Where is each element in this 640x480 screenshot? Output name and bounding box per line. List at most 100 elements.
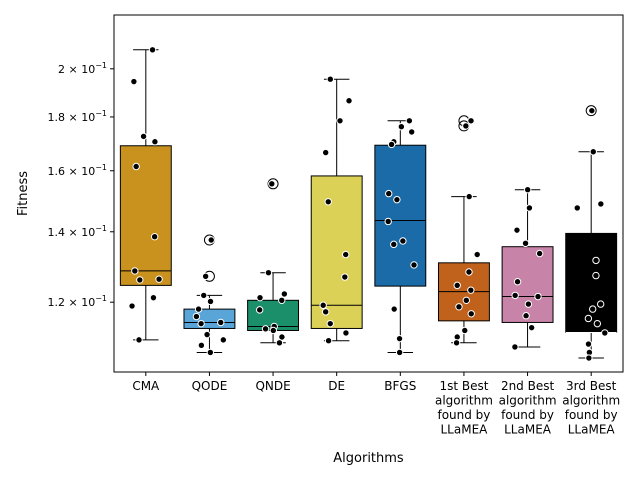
data-point	[597, 200, 605, 208]
data-point	[462, 122, 470, 130]
data-point	[132, 162, 140, 171]
data-point	[584, 314, 593, 323]
data-point	[410, 261, 418, 269]
data-point	[399, 237, 407, 245]
x-tick-label: DE	[328, 379, 345, 393]
x-tick-label: CMA	[132, 379, 160, 393]
data-point	[148, 46, 157, 54]
y-tick-label: 2 × 10−1	[58, 61, 107, 76]
data-point	[524, 300, 533, 308]
data-point	[461, 326, 469, 335]
data-point	[527, 323, 536, 332]
data-point	[192, 312, 201, 321]
data-point	[601, 329, 609, 337]
data-point	[525, 204, 534, 212]
data-point	[139, 132, 148, 141]
data-point	[467, 310, 475, 318]
data-point	[452, 339, 461, 347]
data-point	[465, 268, 473, 276]
data-point	[207, 236, 215, 244]
data-point	[197, 319, 205, 328]
box-group	[437, 115, 490, 344]
data-point	[462, 296, 471, 305]
data-point	[269, 326, 278, 335]
data-point	[455, 303, 463, 311]
x-tick-label: 3rd Best algorithm found by LLaMEA	[562, 379, 620, 437]
data-point	[596, 300, 605, 308]
data-point	[395, 348, 404, 357]
data-point	[592, 256, 600, 265]
data-point	[513, 278, 522, 286]
data-point	[197, 341, 206, 349]
box-iqr	[565, 232, 618, 334]
data-point	[264, 269, 273, 277]
data-point	[341, 273, 349, 281]
y-axis: 1.2 × 10−1 1.4 × 10−1 1.6 × 10−1 1.8 × 10−1…	[48, 61, 114, 309]
data-point	[405, 117, 414, 125]
x-tick-label: QODE	[192, 379, 228, 393]
data-point	[256, 293, 264, 302]
y-tick-label: 1.2 × 10−1	[48, 294, 108, 309]
data-point	[324, 198, 332, 206]
data-point	[200, 291, 208, 300]
data-point	[194, 305, 203, 313]
box-group	[119, 49, 172, 341]
box-iqr	[183, 308, 236, 329]
data-point	[593, 319, 602, 328]
data-point	[584, 340, 593, 348]
data-point	[261, 325, 270, 333]
data-point	[206, 348, 215, 357]
data-point	[135, 336, 143, 344]
outlier-marker	[267, 178, 279, 190]
box-iqr	[119, 145, 172, 286]
data-point	[342, 250, 350, 259]
data-point	[326, 319, 334, 328]
data-point	[511, 343, 519, 351]
y-axis-label: Fitness	[16, 171, 31, 216]
data-point	[585, 354, 593, 362]
y-tick-label: 1.8 × 10−1	[48, 109, 108, 124]
data-point	[206, 297, 215, 306]
data-point	[150, 232, 159, 241]
data-point	[387, 140, 396, 149]
data-point	[589, 148, 597, 156]
x-axis-label: Algorithms	[333, 451, 404, 466]
data-point	[534, 292, 542, 301]
x-tick-label: 1st Best algorithm found by LLaMEA	[435, 379, 493, 437]
data-point	[155, 275, 163, 283]
points-layer	[128, 46, 609, 362]
data-point	[522, 312, 530, 320]
data-point	[393, 195, 401, 204]
y-tick-label: 1.6 × 10−1	[48, 163, 108, 178]
box-group	[374, 120, 427, 353]
data-point	[149, 293, 158, 302]
data-point	[523, 186, 532, 194]
box-iqr	[310, 175, 363, 329]
data-point	[385, 189, 393, 198]
data-point	[151, 138, 159, 146]
data-point	[128, 302, 136, 310]
data-point	[467, 286, 475, 294]
data-point	[384, 217, 392, 226]
data-point	[280, 290, 289, 298]
x-tick-label: 2nd Best algorithm found by LLaMEA	[499, 379, 557, 437]
x-tick-label: BFGS	[384, 379, 416, 393]
data-point	[268, 180, 276, 188]
box-iqr	[501, 246, 554, 323]
data-point	[256, 306, 264, 314]
data-point	[397, 123, 406, 131]
data-point	[573, 204, 581, 212]
plot-area-frame	[113, 14, 624, 373]
box-group	[247, 178, 300, 344]
data-point	[513, 226, 521, 234]
data-point	[521, 239, 530, 248]
data-point	[592, 271, 600, 280]
data-point	[453, 281, 461, 290]
box-group	[501, 189, 554, 348]
data-point	[278, 296, 286, 305]
data-point	[130, 77, 138, 86]
box-iqr	[374, 144, 427, 287]
boxes-layer	[119, 49, 618, 359]
outlier-marker	[585, 105, 597, 117]
